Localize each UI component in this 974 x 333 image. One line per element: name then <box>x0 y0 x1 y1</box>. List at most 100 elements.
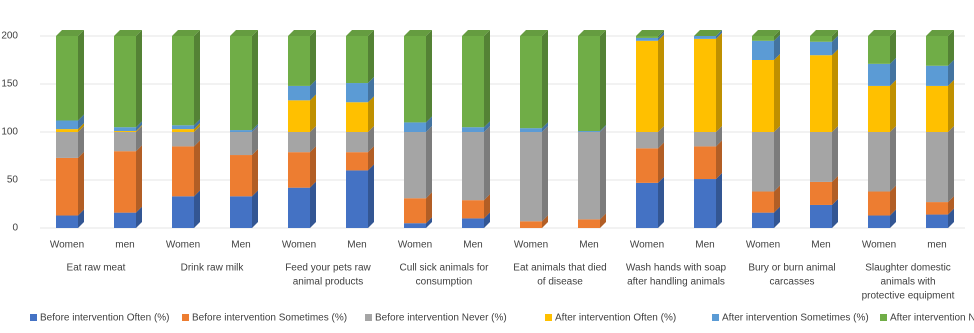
bar <box>346 83 368 103</box>
bar <box>926 132 948 203</box>
bar-side <box>716 126 722 147</box>
bar-side <box>832 198 838 228</box>
legend-swatch <box>880 314 887 321</box>
x-tick-label: Men <box>579 240 598 251</box>
bar-side <box>658 176 664 228</box>
bar-side <box>890 79 896 132</box>
bar <box>56 132 78 158</box>
bar <box>404 132 426 199</box>
bar-side <box>948 30 954 66</box>
x-tick-label: Women <box>282 240 316 251</box>
bar-side <box>310 126 316 153</box>
bar-top <box>288 30 316 36</box>
bar-side <box>136 121 142 132</box>
bar <box>462 218 484 228</box>
bar-top <box>694 30 722 36</box>
bar-top <box>636 30 664 36</box>
bar-side <box>194 119 200 130</box>
bar-top <box>752 30 780 36</box>
bar-side <box>194 126 200 147</box>
bar-side <box>426 30 432 123</box>
bar-side <box>368 146 374 171</box>
group-label: Drink raw milk <box>181 263 245 274</box>
legend-label: After intervention Never (%) <box>890 313 974 324</box>
bar-top <box>114 30 142 36</box>
bar <box>230 132 252 156</box>
bar <box>56 215 78 228</box>
bar-side <box>136 145 142 213</box>
group-label: Wash hands with soap <box>626 263 727 274</box>
x-tick-label: Men <box>231 240 250 251</box>
bar <box>926 85 948 132</box>
y-tick-label: 50 <box>7 175 19 186</box>
bar-side <box>136 125 142 132</box>
bar <box>636 182 658 228</box>
bar-side <box>600 213 606 228</box>
y-tick-label: 0 <box>12 223 18 234</box>
legend-swatch <box>30 314 37 321</box>
bar <box>288 100 310 132</box>
bar-side <box>426 116 432 132</box>
bar-side <box>310 79 316 101</box>
bar-side <box>426 192 432 224</box>
bar-top <box>868 30 896 36</box>
bar <box>810 41 832 56</box>
bar-side <box>194 123 200 132</box>
bar-side <box>136 30 142 128</box>
bar <box>578 36 600 132</box>
group-label: carcasses <box>769 277 814 288</box>
bar <box>868 36 890 64</box>
bar-side <box>948 59 954 86</box>
x-tick-label: Women <box>862 240 896 251</box>
bar <box>520 36 542 129</box>
x-tick-label: Women <box>50 240 84 251</box>
bar <box>752 36 774 41</box>
legend-swatch <box>712 314 719 321</box>
bar-side <box>774 185 780 213</box>
bar-side <box>310 181 316 228</box>
bar-side <box>890 209 896 228</box>
bar <box>346 152 368 171</box>
bar <box>520 132 542 222</box>
group-label: Slaughter domestic <box>865 263 951 274</box>
group-label: Bury or burn animal <box>748 263 835 274</box>
bar-side <box>890 30 896 64</box>
bar <box>752 212 774 228</box>
bar-side <box>484 194 490 219</box>
bar-side <box>78 123 84 132</box>
group-label: Eat animals that died <box>513 263 606 274</box>
bar <box>288 85 310 101</box>
bar-side <box>252 126 258 156</box>
y-tick-label: 200 <box>1 31 18 42</box>
bar-top <box>346 30 374 36</box>
bar-side <box>484 126 490 201</box>
bar-side <box>658 30 664 38</box>
bar-side <box>78 30 84 121</box>
bar <box>752 132 774 192</box>
bar <box>752 60 774 132</box>
bar <box>520 221 542 228</box>
bar <box>346 102 368 132</box>
bar <box>810 204 832 228</box>
x-tick-label: Men <box>347 240 366 251</box>
bar <box>578 131 600 132</box>
x-tick-label: Women <box>514 240 548 251</box>
bar <box>346 36 368 84</box>
bar-side <box>832 30 838 42</box>
bar <box>926 202 948 215</box>
bar-side <box>948 208 954 228</box>
bar-side <box>368 96 374 132</box>
bar-side <box>484 30 490 128</box>
bar-side <box>484 121 490 132</box>
bar-side <box>194 190 200 228</box>
bar <box>288 187 310 228</box>
bar-top <box>578 30 606 36</box>
bar-side <box>774 34 780 60</box>
bar <box>810 36 832 42</box>
bar <box>694 36 716 39</box>
bar <box>172 129 194 132</box>
group-label: protective equipment <box>862 291 955 302</box>
bar <box>114 36 136 128</box>
bar-side <box>890 126 896 192</box>
